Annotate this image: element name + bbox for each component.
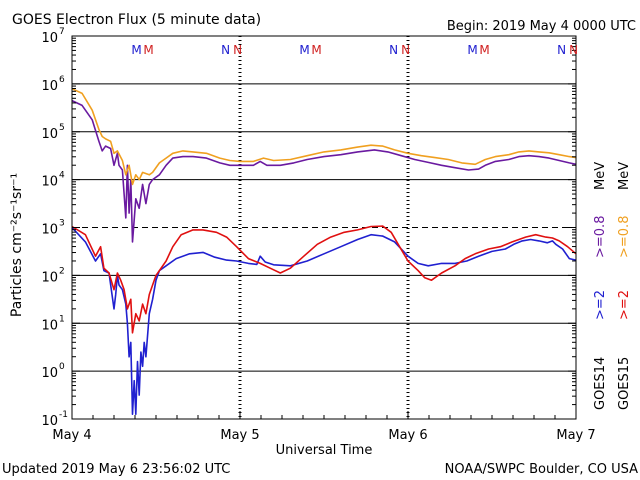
marker-n-goes14: N	[557, 43, 566, 57]
marker-n-goes14: N	[221, 43, 230, 57]
marker-m-goes14: M	[299, 43, 309, 57]
marker-n-goes14: N	[389, 43, 398, 57]
y-tick-label: 10	[41, 31, 58, 46]
legend-goes14-label: GOES14	[593, 357, 608, 410]
legend-mev-1: MeV	[593, 162, 608, 190]
marker-m-goes15: M	[143, 43, 153, 57]
y-tick-label: 10	[41, 414, 58, 429]
y-tick-exponent: -1	[59, 410, 68, 420]
legend-goes15-2mev: >=2	[617, 290, 632, 320]
updated-timestamp: Updated 2019 May 6 23:56:02 UTC	[2, 462, 230, 477]
y-tick-exponent: 4	[59, 171, 65, 181]
marker-m-goes15: M	[479, 43, 489, 57]
marker-n-goes15: N	[401, 43, 410, 57]
y-tick-exponent: 3	[59, 219, 65, 229]
y-axis-label: Particles cm⁻²s⁻¹sr⁻¹	[9, 173, 25, 317]
legend-goes14-08mev: >=0.8	[593, 216, 608, 258]
y-tick-label: 10	[41, 223, 58, 238]
marker-n-goes15: N	[233, 43, 242, 57]
y-tick-exponent: 5	[59, 123, 65, 133]
legend-mev-2: MeV	[617, 162, 632, 190]
x-tick-label: May 7	[556, 428, 595, 443]
y-tick-label: 10	[41, 175, 58, 190]
begin-time: Begin: 2019 May 4 0000 UTC	[447, 19, 636, 34]
legend-goes15-08mev: >=0.8	[617, 216, 632, 258]
marker-n-goes15: N	[569, 43, 578, 57]
series-line	[71, 225, 577, 334]
y-tick-label: 10	[41, 127, 58, 142]
legend-goes15-label: GOES15	[617, 357, 632, 410]
y-tick-label: 10	[41, 318, 58, 333]
x-tick-label: May 5	[220, 428, 259, 443]
marker-m-goes14: M	[467, 43, 477, 57]
chart-title: GOES Electron Flux (5 minute data)	[12, 12, 261, 28]
x-tick-label: May 6	[388, 428, 427, 443]
legend: GOES14 GOES15 >=2 >=2 >=0.8 >=0.8 MeV Me…	[593, 162, 632, 410]
series-line	[71, 87, 577, 186]
y-tick-exponent: 7	[59, 27, 65, 37]
marker-m-goes14: M	[131, 43, 141, 57]
y-tick-label: 10	[41, 270, 58, 285]
marker-m-goes15: M	[311, 43, 321, 57]
credit-text: NOAA/SWPC Boulder, CO USA	[445, 462, 638, 477]
y-tick-label: 10	[41, 79, 58, 94]
series-layer	[71, 87, 577, 416]
x-tick-label: May 4	[52, 428, 91, 443]
y-tick-exponent: 0	[59, 362, 65, 372]
x-axis-label: Universal Time	[276, 443, 373, 458]
y-tick-label: 10	[41, 366, 58, 381]
legend-goes14-2mev: >=2	[593, 290, 608, 320]
y-tick-exponent: 6	[59, 75, 65, 85]
series-line	[71, 99, 577, 243]
y-tick-exponent: 2	[59, 266, 65, 276]
y-tick-exponent: 1	[59, 314, 65, 324]
